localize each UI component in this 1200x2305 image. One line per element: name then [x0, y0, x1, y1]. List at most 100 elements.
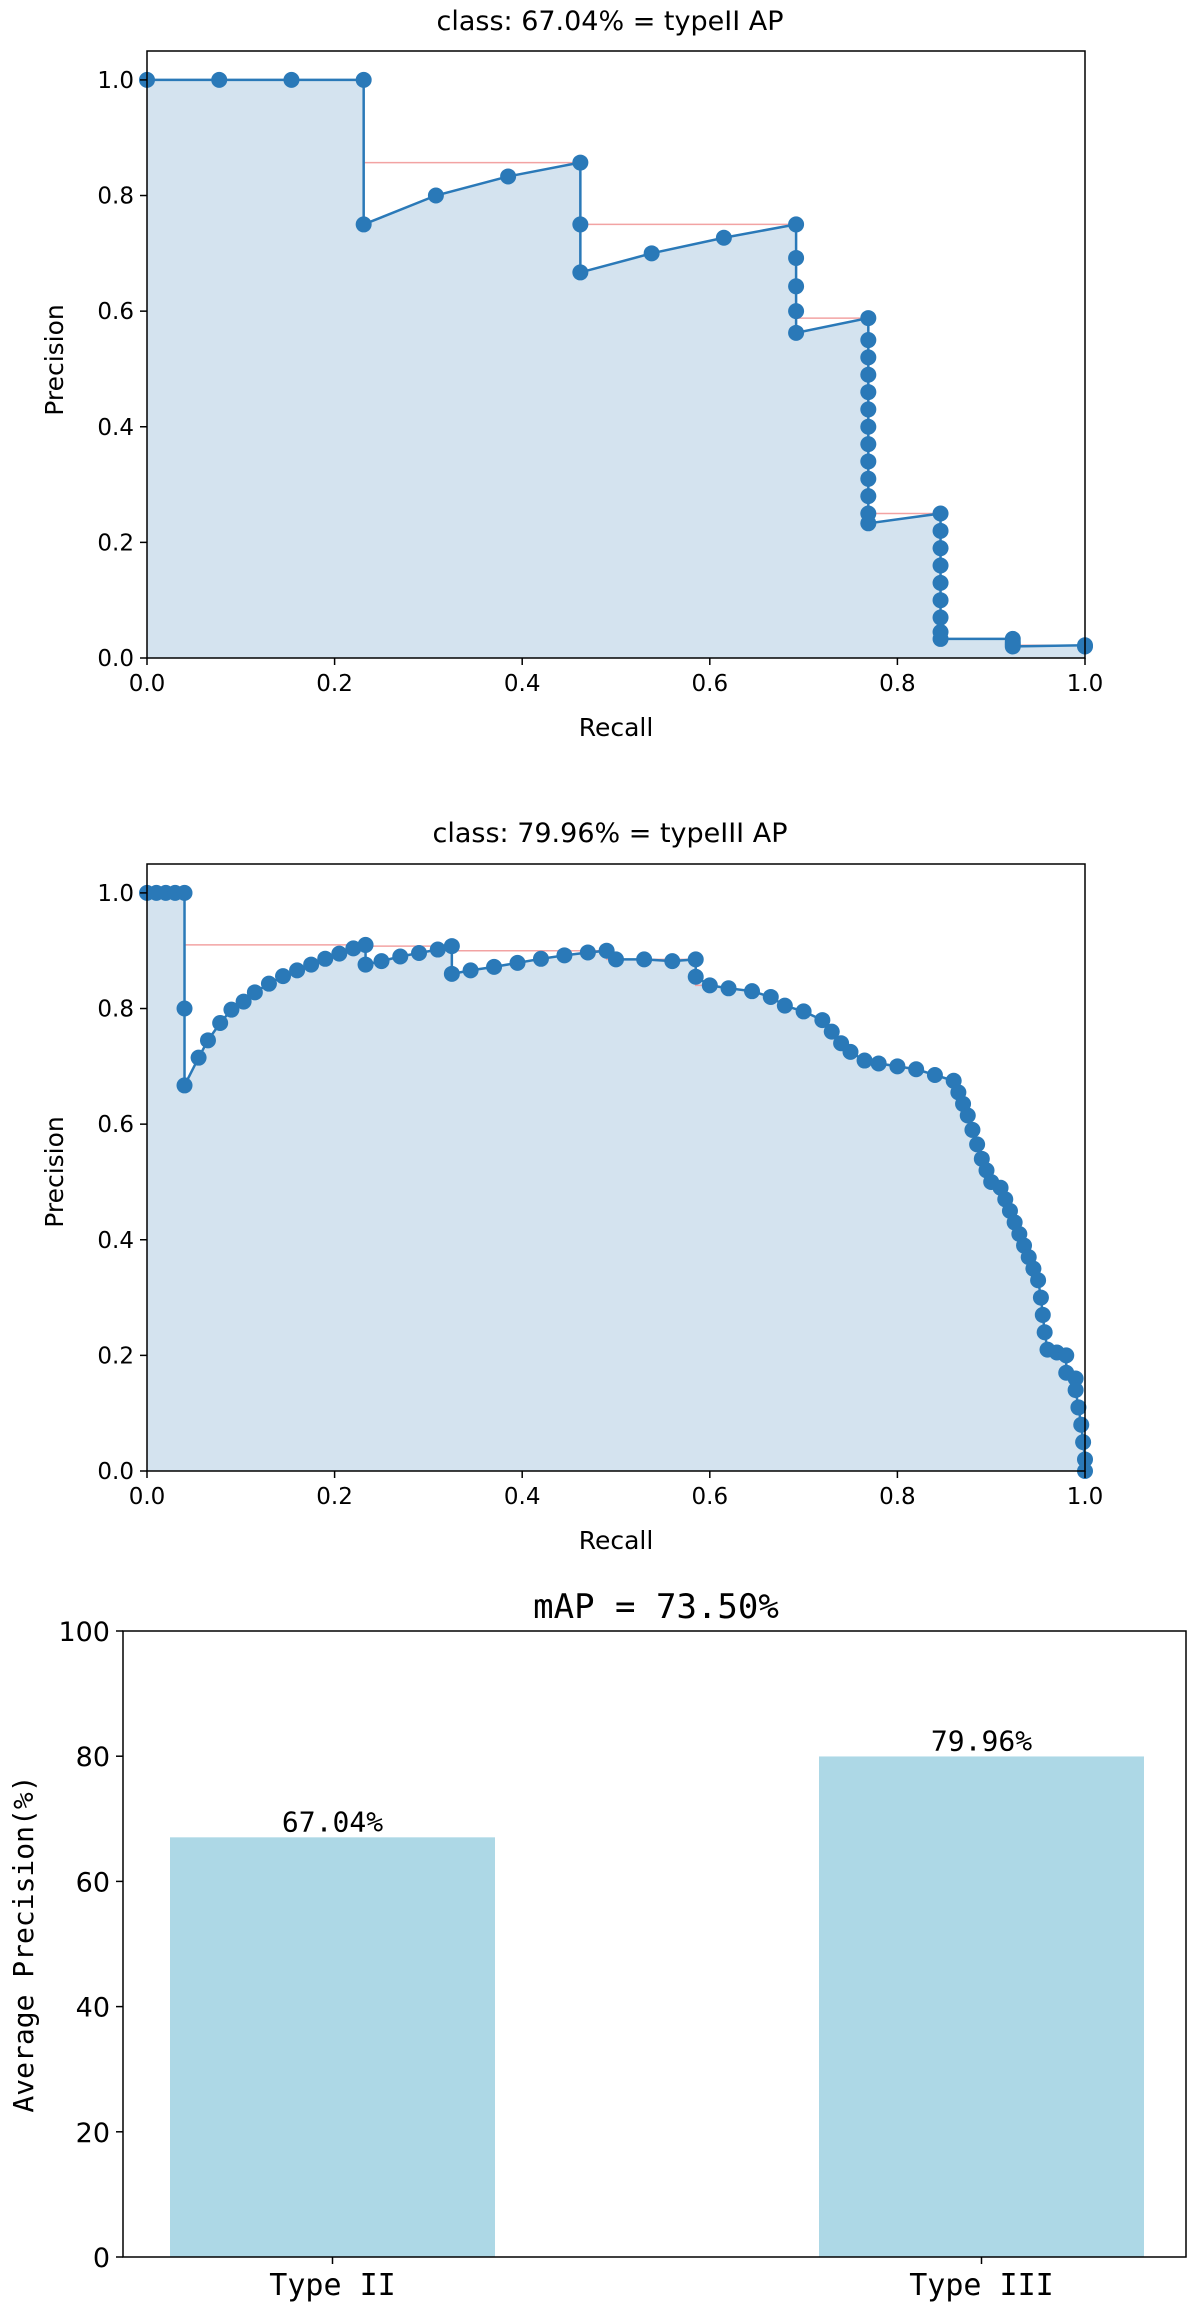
c2-xtick-label-5: 1.0	[1067, 1484, 1104, 1510]
c2-point-72	[1030, 1272, 1047, 1289]
c2-ytick-label-3: 0.6	[97, 1112, 134, 1138]
chart3-title: mAP = 73.50%	[533, 1587, 779, 1627]
pr-chart-typeIII: class: 79.96% = typeIII AP 0.0 0.2 0.4 0.6 0…	[40, 818, 1103, 1555]
c2-ytick-label-2: 0.4	[97, 1228, 134, 1254]
c1-point-26	[860, 470, 877, 487]
c1-point-18	[860, 332, 877, 349]
chart2-y-label: Precision	[40, 1116, 69, 1228]
c2-point-42	[744, 983, 761, 1000]
c2-fill-area	[147, 892, 1085, 1471]
c2-ytick-label-1: 0.2	[97, 1343, 134, 1369]
c1-ytick-label-0: 0.0	[97, 646, 134, 672]
c2-point-83	[1073, 1416, 1090, 1433]
c2-point-15	[289, 962, 306, 979]
chart2-points	[139, 884, 1093, 1479]
c1-point-20	[860, 366, 877, 383]
c1-point-8	[572, 216, 589, 233]
c1-point-16	[788, 324, 805, 341]
c1-point-6	[500, 168, 517, 185]
chart2-x-label: Recall	[579, 1526, 654, 1555]
c1-point-17	[860, 310, 877, 327]
c1-point-10	[643, 245, 660, 262]
c2-point-23	[392, 948, 409, 965]
c2-point-6	[176, 1077, 193, 1094]
c1-point-4	[355, 216, 372, 233]
bar-ytick-label-1: 20	[76, 2118, 110, 2149]
c1-point-25	[860, 453, 877, 470]
bar-ytick-label-2: 40	[76, 1993, 110, 2024]
c2-point-53	[908, 1061, 925, 1078]
c1-point-15	[788, 303, 805, 320]
c1-ytick-label-4: 0.8	[97, 184, 134, 210]
c2-point-20	[357, 936, 374, 953]
c2-point-17	[317, 950, 334, 967]
c2-point-43	[762, 988, 779, 1005]
c1-xtick-label-2: 0.4	[504, 671, 541, 697]
c2-point-29	[486, 958, 503, 975]
c1-point-34	[932, 574, 949, 591]
c1-xtick-label-3: 0.6	[692, 671, 729, 697]
chart3-value-labels: 67.04% 79.96%	[282, 1724, 1032, 1838]
chart3-y-label: Average Precision(%)	[7, 1775, 40, 2112]
c1-point-38	[932, 630, 949, 647]
c2-point-58	[959, 1107, 976, 1124]
c1-point-33	[932, 557, 949, 574]
chart3-frame	[122, 1630, 1187, 2258]
chart1-x-ticks: 0.0 0.2 0.4 0.6 0.8 1.0	[129, 658, 1104, 697]
c1-point-42	[1004, 638, 1021, 655]
c1-point-29	[860, 515, 877, 532]
c2-xtick-label-3: 0.6	[692, 1484, 729, 1510]
c2-ytick-label-0: 0.0	[97, 1459, 134, 1485]
c2-point-36	[636, 951, 653, 968]
bar-1	[819, 1756, 1144, 2257]
c1-ytick-label-3: 0.6	[97, 299, 134, 325]
c1-xtick-label-4: 0.8	[879, 671, 916, 697]
c1-point-19	[860, 349, 877, 366]
c2-point-80	[1067, 1370, 1084, 1387]
c2-point-74	[1034, 1306, 1051, 1323]
c1-ytick-label-1: 0.2	[97, 530, 134, 556]
c1-point-21	[860, 384, 877, 401]
c2-point-7	[190, 1049, 207, 1066]
c2-point-78	[1058, 1347, 1075, 1364]
c1-point-36	[932, 609, 949, 626]
c1-point-1	[211, 71, 228, 88]
c2-point-54	[926, 1067, 943, 1084]
c2-point-39	[687, 968, 704, 985]
c1-point-12	[788, 216, 805, 233]
bar-0	[170, 1837, 495, 2257]
c1-point-27	[860, 488, 877, 505]
c1-ytick-label-5: 1.0	[97, 68, 134, 94]
c2-point-60	[969, 1136, 986, 1153]
c1-point-9	[572, 264, 589, 281]
c2-point-45	[795, 1003, 812, 1020]
c2-point-32	[556, 947, 573, 964]
chart1-area-fill	[147, 79, 1085, 658]
chart1-frame	[146, 50, 1086, 659]
c1-point-3	[355, 71, 372, 88]
chart2-frame	[146, 863, 1086, 1472]
c2-xtick-label-2: 0.4	[504, 1484, 541, 1510]
chart3-y-ticks: 0 20 40 60 80 100	[58, 1617, 123, 2274]
c2-xtick-label-4: 0.8	[879, 1484, 916, 1510]
c2-point-19	[345, 940, 362, 957]
c2-point-8	[199, 1032, 216, 1049]
c1-ytick-label-2: 0.4	[97, 415, 134, 441]
c2-point-5	[176, 1000, 193, 1017]
chart3-bars	[170, 1756, 1144, 2257]
chart1-x-label: Recall	[579, 713, 654, 742]
c1-xtick-label-5: 1.0	[1067, 671, 1104, 697]
c2-ytick-label-4: 0.8	[97, 997, 134, 1023]
c2-point-82	[1070, 1399, 1087, 1416]
c2-point-51	[870, 1055, 887, 1072]
c2-point-75	[1036, 1324, 1053, 1341]
c2-point-47	[823, 1023, 840, 1040]
c2-point-26	[443, 938, 460, 955]
c2-point-84	[1075, 1434, 1092, 1451]
c2-point-13	[260, 975, 277, 992]
c2-point-27	[443, 965, 460, 982]
c1-point-35	[932, 592, 949, 609]
c2-point-14	[275, 968, 292, 985]
c1-fill-area	[147, 79, 1085, 658]
